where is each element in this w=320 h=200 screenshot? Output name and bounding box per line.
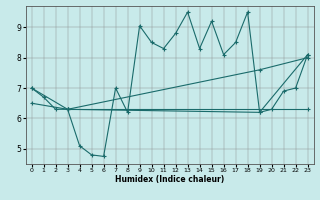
X-axis label: Humidex (Indice chaleur): Humidex (Indice chaleur) (115, 175, 224, 184)
